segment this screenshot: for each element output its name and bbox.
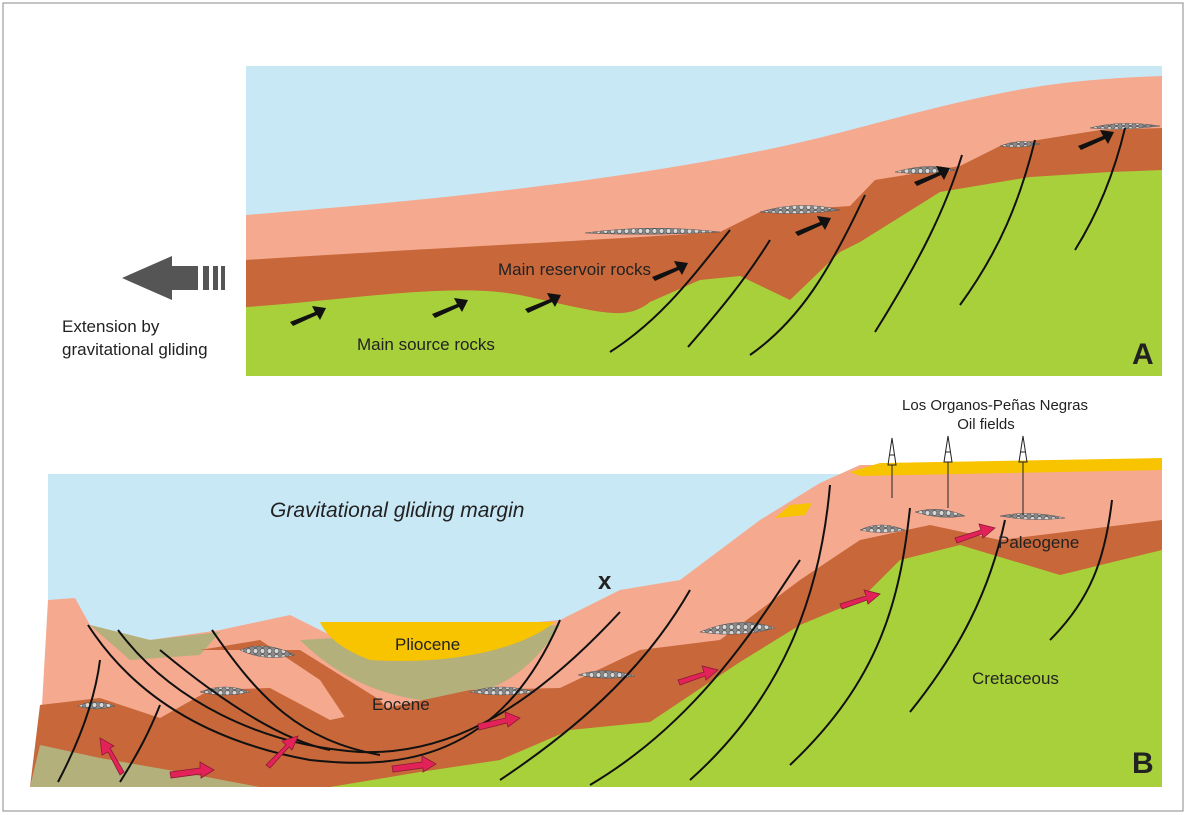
fault [749, 194, 866, 356]
fault [589, 559, 801, 786]
fault [87, 619, 561, 764]
arrow [169, 761, 215, 779]
fault [211, 629, 381, 756]
cretaceous [330, 545, 1162, 787]
arrow [839, 589, 881, 610]
arrow-label: Extension by [62, 317, 160, 336]
arrow-dash [213, 266, 218, 290]
reservoir-cap [999, 513, 1066, 520]
arrow [914, 166, 950, 186]
arrow [652, 261, 688, 281]
oil-derricks [887, 435, 1028, 515]
fault [119, 704, 161, 783]
arrow [432, 298, 468, 318]
reservoir-cap [999, 141, 1041, 148]
panel-label: B [1132, 747, 1154, 780]
marker: x [598, 568, 612, 595]
derrick [943, 435, 953, 508]
unit-label: Eocene [372, 695, 430, 714]
fault [874, 154, 963, 333]
yellow-cover [850, 458, 1162, 476]
oil-field-label: Oil fields [957, 416, 1015, 433]
layer-source [246, 170, 1162, 376]
derrick [887, 437, 897, 498]
arrow [525, 293, 561, 313]
unit-label: Cretaceous [972, 669, 1059, 688]
reservoir-cap [239, 645, 296, 658]
fault [117, 611, 621, 754]
yellow-cover [775, 503, 812, 518]
reservoir-cap [584, 228, 721, 235]
reservoir-cap [577, 670, 636, 679]
panel-b: Los Organos-Peñas Negras Oil fields Grav… [30, 397, 1162, 787]
fault [609, 229, 731, 353]
layer-label: Main reservoir rocks [498, 260, 651, 279]
layer-label: Main source rocks [357, 335, 495, 354]
arrow [477, 711, 521, 731]
reservoir-cap [914, 509, 966, 518]
fault [789, 507, 911, 766]
fault [499, 589, 691, 781]
fault [687, 239, 771, 348]
arrow-head [122, 256, 198, 300]
fault [1049, 499, 1113, 641]
fault [57, 659, 101, 783]
panel-title: Gravitational gliding margin [270, 499, 524, 522]
panel-a: Main reservoir rocks Main source rocks A [246, 66, 1162, 376]
extension-arrow: Extension by gravitational gliding [62, 256, 225, 359]
migration-arrows [99, 523, 996, 779]
fault [689, 484, 831, 781]
eocene [200, 640, 420, 750]
migration-arrows [290, 130, 1114, 326]
unit-label: Pliocene [395, 635, 460, 654]
faults [57, 484, 1113, 786]
olive-layer [90, 625, 220, 660]
arrow-dash [203, 266, 209, 290]
oil-field-label: Los Organos-Peñas Negras [902, 397, 1088, 414]
arrow-dash [221, 266, 225, 290]
reservoir-cap [1089, 123, 1161, 130]
arrow [1078, 130, 1114, 150]
pliocene [320, 622, 555, 661]
fault [1074, 127, 1126, 251]
fault [959, 139, 1036, 306]
arrow [265, 735, 299, 769]
reservoir-cap [859, 524, 906, 533]
fault [159, 649, 331, 751]
panel-label: A [1132, 338, 1154, 371]
arrow [954, 523, 996, 544]
arrow-label: gravitational gliding [62, 340, 208, 359]
fault [909, 519, 1006, 713]
arrow [677, 665, 719, 686]
derrick [1018, 435, 1028, 515]
unit-label: Paleogene [998, 533, 1079, 552]
reservoir-cap [759, 205, 841, 214]
arrow [795, 216, 831, 236]
arrow [99, 737, 125, 776]
arrow [391, 755, 437, 773]
reservoir-cap [199, 686, 251, 696]
arrow [290, 306, 326, 326]
